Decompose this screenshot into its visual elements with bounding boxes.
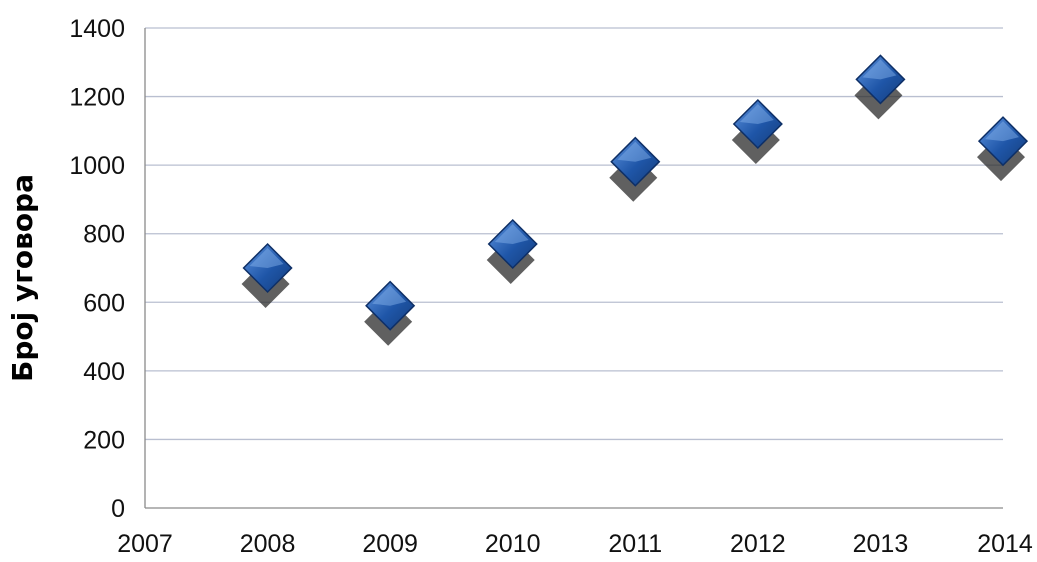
y-tick-label-800: 800 xyxy=(83,221,125,249)
x-tick-label-2010: 2010 xyxy=(485,530,541,558)
data-point-2008 xyxy=(241,242,293,308)
x-tick-labels: 2007 2008 2009 2010 2011 2012 2013 2014 xyxy=(117,530,1033,558)
axes xyxy=(144,28,1003,509)
data-point-2014 xyxy=(977,116,1029,182)
gridlines xyxy=(145,27,1003,441)
data-point-2009 xyxy=(364,280,416,346)
y-axis-title: Број уговора xyxy=(6,174,39,382)
x-tick-label-2007: 2007 xyxy=(117,530,173,558)
data-points xyxy=(241,54,1029,346)
data-point-2013 xyxy=(854,54,906,120)
y-tick-label-1000: 1000 xyxy=(69,152,125,180)
x-tick-label-2009: 2009 xyxy=(362,530,418,558)
data-point-2012 xyxy=(731,98,783,164)
x-tick-label-2013: 2013 xyxy=(853,530,909,558)
x-tick-label-2014: 2014 xyxy=(977,530,1033,558)
y-tick-labels: 0 200 400 600 800 1000 1200 1400 xyxy=(69,15,125,523)
data-point-2011 xyxy=(609,136,661,202)
x-tick-label-2011: 2011 xyxy=(608,530,662,558)
x-tick-label-2012: 2012 xyxy=(730,530,786,558)
data-point-2010 xyxy=(486,218,538,284)
y-tick-label-1200: 1200 xyxy=(69,84,125,112)
y-tick-label-400: 400 xyxy=(83,358,125,386)
y-tick-label-200: 200 xyxy=(83,426,125,454)
y-tick-label-600: 600 xyxy=(83,289,125,317)
x-tick-label-2008: 2008 xyxy=(240,530,296,558)
y-tick-label-0: 0 xyxy=(111,495,125,523)
y-tick-label-1400: 1400 xyxy=(69,15,125,43)
